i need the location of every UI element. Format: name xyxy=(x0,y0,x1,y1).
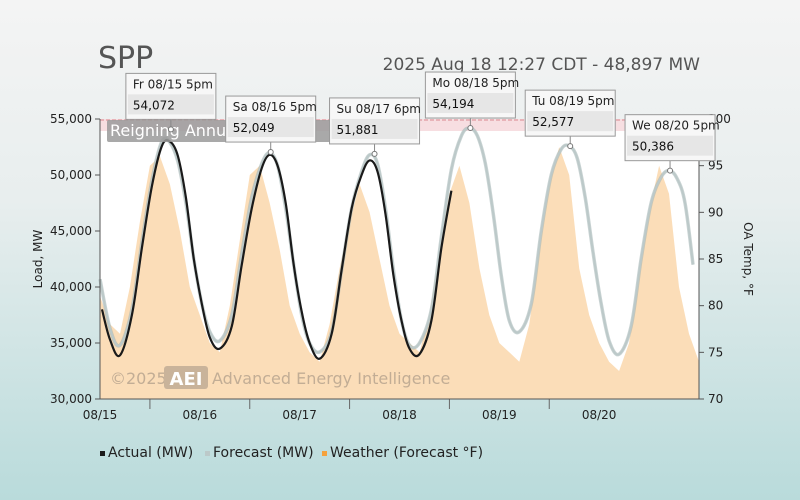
y-tick-label: 35,000 xyxy=(50,336,92,350)
x-tick-label: 08/20 xyxy=(582,408,617,422)
record-banner-text: Reigning Annual 4 xyxy=(110,121,256,140)
chart-subtitle: 2025 Aug 18 12:27 CDT - 48,897 MW xyxy=(383,55,701,75)
y2-tick-label: 95 xyxy=(708,159,723,173)
legend-label-forecast: Forecast (MW) xyxy=(213,445,314,461)
peak-marker xyxy=(167,126,174,133)
legend-swatch-weather xyxy=(322,451,327,456)
y-axis-title: Load, MW xyxy=(31,230,45,289)
peak-callout: Tu 08/19 5pm 52,577 xyxy=(524,89,616,150)
aei-logo: AEI xyxy=(170,369,203,390)
y-tick-label: 40,000 xyxy=(50,280,92,294)
callout-date: Sa 08/16 5pm xyxy=(233,100,317,114)
x-tick-label: 08/16 xyxy=(183,408,218,422)
y2-tick-label: 75 xyxy=(708,345,723,359)
callout-date: Tu 08/19 5pm xyxy=(531,94,614,108)
peak-marker xyxy=(467,125,474,132)
callout-date: Mo 08/18 5pm xyxy=(432,76,519,90)
peak-callout: Fr 08/15 5pm 54,072 xyxy=(125,72,217,133)
y-ticks-left: 30,000 35,000 40,000 45,000 50,000 55,000 xyxy=(50,112,100,406)
y2-tick-label: 80 xyxy=(708,299,723,313)
peak-callout: Mo 08/18 5pm 54,194 xyxy=(424,71,519,132)
peak-callouts: Fr 08/15 5pm 54,072 Sa 08/16 5pm 52,049 Su 0… xyxy=(125,71,720,174)
legend-label-actual: Actual (MW) xyxy=(108,445,193,461)
y2-tick-label: 90 xyxy=(708,205,723,219)
y-tick-label: 45,000 xyxy=(50,224,92,238)
peak-marker xyxy=(267,149,274,156)
callout-value-bg xyxy=(527,111,614,132)
day-gridlines xyxy=(149,399,550,409)
peak-callout: Sa 08/16 5pm 52,049 xyxy=(225,95,317,156)
peak-marker xyxy=(667,167,674,174)
legend-swatch-forecast xyxy=(205,451,210,456)
callout-value: 50,386 xyxy=(632,140,674,154)
callout-value: 54,072 xyxy=(133,98,175,112)
legend-item-weather[interactable]: Weather (Forecast °F) xyxy=(322,445,483,461)
legend-item-actual[interactable]: Actual (MW) xyxy=(100,445,193,461)
legend-label-weather: Weather (Forecast °F) xyxy=(330,445,483,461)
y2-tick-label: 85 xyxy=(708,252,723,266)
y-tick-label: 50,000 xyxy=(50,168,92,182)
peak-marker xyxy=(371,150,378,157)
x-tick-label: 08/17 xyxy=(282,408,317,422)
callout-value-bg xyxy=(227,117,314,138)
x-tick-label: 08/18 xyxy=(382,408,417,422)
callout-value-bg xyxy=(427,93,514,114)
actual-line xyxy=(100,139,453,360)
callout-date: Fr 08/15 5pm xyxy=(133,77,213,91)
callout-value-bg xyxy=(627,135,714,156)
x-ticks: 08/15 08/16 08/17 08/18 08/19 08/20 xyxy=(83,408,617,422)
actual-line-group xyxy=(100,139,453,360)
callout-value: 54,194 xyxy=(432,97,474,111)
peak-callout: Su 08/17 6pm 51,881 xyxy=(329,97,421,157)
callout-value-bg xyxy=(127,94,214,115)
watermark-company: Advanced Energy Intelligence xyxy=(212,369,450,388)
callout-value: 52,577 xyxy=(532,115,574,129)
legend-swatch-actual xyxy=(100,451,105,456)
peak-marker xyxy=(567,143,574,150)
x-tick-label: 08/19 xyxy=(482,408,517,422)
callout-value: 51,881 xyxy=(337,123,379,137)
callout-value-bg xyxy=(331,118,418,139)
x-tick-label: 08/15 xyxy=(83,408,118,422)
aei-logo-box xyxy=(164,366,208,389)
y2-axis-title: OA Temp, °F xyxy=(741,222,755,296)
callout-date: We 08/20 5pm xyxy=(632,119,720,133)
watermark-copyright: ©2025 xyxy=(110,369,167,388)
callout-value: 52,049 xyxy=(233,121,275,135)
y-tick-label: 55,000 xyxy=(50,112,92,126)
y2-tick-label: 70 xyxy=(708,392,723,406)
watermark: ©2025 AEI Advanced Energy Intelligence xyxy=(110,366,450,390)
y-tick-label: 30,000 xyxy=(50,392,92,406)
peak-callout: We 08/20 5pm 50,386 xyxy=(624,114,720,174)
legend: Actual (MW) Forecast (MW) Weather (Forec… xyxy=(100,445,483,461)
legend-item-forecast[interactable]: Forecast (MW) xyxy=(205,445,314,461)
chart-title: SPP xyxy=(98,41,153,76)
callout-date: Su 08/17 6pm xyxy=(337,102,421,116)
